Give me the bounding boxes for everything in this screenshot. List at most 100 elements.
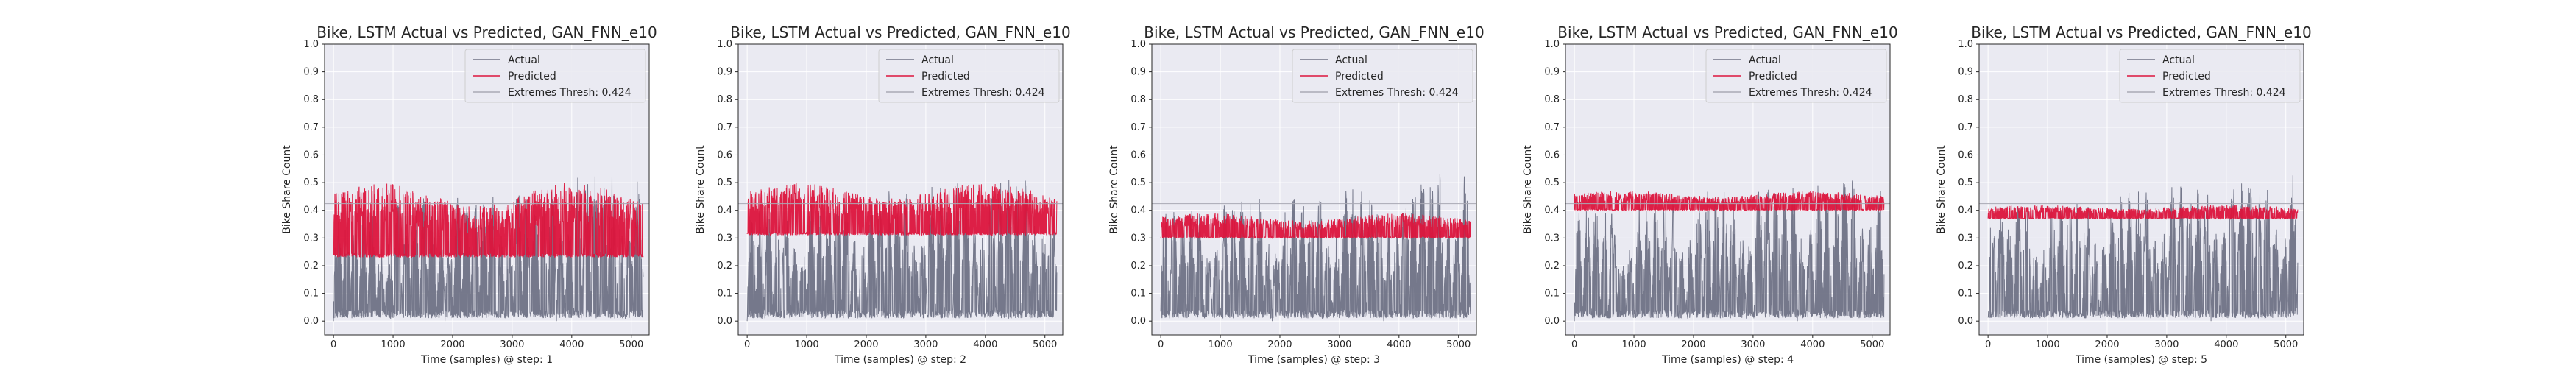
x-tick-label: 1000 [1209,339,1233,350]
legend-predicted-label: Predicted [1335,71,1384,82]
y-axis-label: Bike Share Count [695,145,707,234]
legend-predicted-label: Predicted [508,71,556,82]
predicted-series-line [746,183,1058,237]
y-tick-label: 1.0 [1958,39,1973,50]
x-tick-label: 3000 [1327,339,1351,350]
x-tick-label: 4000 [1800,339,1825,350]
y-tick-label: 0.7 [1544,122,1560,133]
y-tick-label: 0.9 [1958,67,1973,78]
x-tick-label: 0 [1158,339,1164,350]
legend-predicted-label: Predicted [2162,71,2211,82]
y-tick-label: 0.3 [717,233,732,244]
legend-threshold-label: Extremes Thresh: 0.424 [1335,87,1459,99]
y-tick-label: 0.2 [1544,261,1560,272]
legend-threshold-label: Extremes Thresh: 0.424 [921,87,1045,99]
x-tick-label: 3000 [913,339,938,350]
axes-frame [1565,43,1891,336]
y-tick-label: 0.0 [303,316,319,327]
x-tick-label: 2000 [1267,339,1292,350]
y-tick-label: 0.9 [1130,67,1146,78]
legend: Actual Predicted Extremes Thresh: 0.424 [1292,49,1473,103]
y-tick-label: 0.1 [717,289,732,300]
y-tick-label: 0.1 [1544,289,1560,300]
y-tick-label: 0.9 [717,67,732,78]
y-tick-label: 0.0 [1544,316,1560,327]
y-tick-label: 0.5 [303,177,319,188]
y-tick-label: 0.3 [1958,233,1973,244]
y-tick-label: 0.5 [717,177,732,188]
y-tick-label: 0.5 [1130,177,1146,188]
y-tick-label: 0.8 [1958,94,1973,105]
x-tick-label: 5000 [1033,339,1057,350]
x-axis-label: Time (samples) @ step: 5 [2075,354,2207,366]
legend-actual-label: Actual [1749,54,1781,66]
x-tick-label: 5000 [1446,339,1471,350]
y-tick-label: 0.6 [303,149,319,160]
y-tick-label: 0.2 [303,261,319,272]
y-tick-label: 0.1 [1958,289,1973,300]
y-tick-label: 0.8 [1130,94,1146,105]
legend-actual-label: Actual [921,54,954,66]
x-tick-label: 1000 [1622,339,1646,350]
x-axis-label: Time (samples) @ step: 1 [420,354,553,366]
legend-threshold-label: Extremes Thresh: 0.424 [2162,87,2286,99]
x-tick-label: 0 [1571,339,1577,350]
x-tick-label: 5000 [1860,339,1884,350]
axes-frame [737,43,1064,336]
y-tick-label: 0.7 [303,122,319,133]
chart-title: Bike, LSTM Actual vs Predicted, GAN_FNN_… [1144,24,1484,41]
y-tick-label: 0.4 [1130,205,1146,216]
y-tick-label: 0.7 [717,122,732,133]
x-tick-label: 2000 [1681,339,1705,350]
x-tick-label: 4000 [2214,339,2238,350]
y-tick-label: 0.4 [1544,205,1560,216]
y-tick-label: 0.4 [303,205,319,216]
y-tick-label: 1.0 [303,39,319,50]
y-tick-label: 0.3 [1130,233,1146,244]
predicted-series-line [1574,191,1885,212]
actual-series-line [333,176,644,322]
x-tick-label: 3000 [2154,339,2179,350]
y-tick-label: 0.5 [1544,177,1560,188]
chart-panel-2: 0 1000 2000 3000 4000 5000 0.0 0.1 0.2 0.3 0.4 0.5 0… [695,24,1071,366]
x-tick-label: 3000 [500,339,524,350]
predicted-series-line [1160,213,1471,240]
y-tick-label: 0.2 [1958,261,1973,272]
y-tick-label: 0.6 [1544,149,1560,160]
x-tick-label: 5000 [619,339,643,350]
legend-threshold-label: Extremes Thresh: 0.424 [1749,87,1872,99]
y-tick-label: 0.3 [303,233,319,244]
y-tick-label: 0.4 [1958,205,1973,216]
legend-threshold-label: Extremes Thresh: 0.424 [508,87,631,99]
x-axis-label: Time (samples) @ step: 2 [834,354,966,366]
actual-series-line [1987,175,2299,322]
y-tick-label: 0.0 [717,316,732,327]
legend-predicted-label: Predicted [1749,71,1797,82]
y-tick-label: 1.0 [1544,39,1560,50]
chart-title: Bike, LSTM Actual vs Predicted, GAN_FNN_… [1557,24,1897,41]
predicted-series-line [1987,205,2299,220]
x-tick-label: 0 [330,339,336,350]
x-tick-label: 4000 [1387,339,1411,350]
chart-title: Bike, LSTM Actual vs Predicted, GAN_FNN_… [1971,24,2311,41]
y-tick-label: 0.6 [717,149,732,160]
chart-panel-3: 0 1000 2000 3000 4000 5000 0.0 0.1 0.2 0.3 0.4 0.5 0… [1108,24,1485,366]
y-tick-label: 0.8 [1544,94,1560,105]
y-axis-label: Bike Share Count [1936,145,1947,234]
y-tick-label: 0.8 [303,94,319,105]
axes-frame [1978,43,2304,336]
legend-predicted-label: Predicted [921,71,970,82]
y-tick-label: 0.2 [1130,261,1146,272]
chart-panel-5: 0 1000 2000 3000 4000 5000 0.0 0.1 0.2 0.3 0.4 0.5 0… [1936,24,2312,366]
legend: Actual Predicted Extremes Thresh: 0.424 [2119,49,2301,103]
x-axis-label: Time (samples) @ step: 4 [1661,354,1794,366]
x-tick-label: 2000 [854,339,878,350]
x-tick-label: 3000 [1741,339,1765,350]
y-tick-label: 1.0 [1130,39,1146,50]
y-tick-label: 0.6 [1130,149,1146,160]
y-tick-label: 0.7 [1130,122,1146,133]
legend-box [1292,49,1473,103]
legend-box [464,49,646,103]
y-tick-label: 1.0 [717,39,732,50]
